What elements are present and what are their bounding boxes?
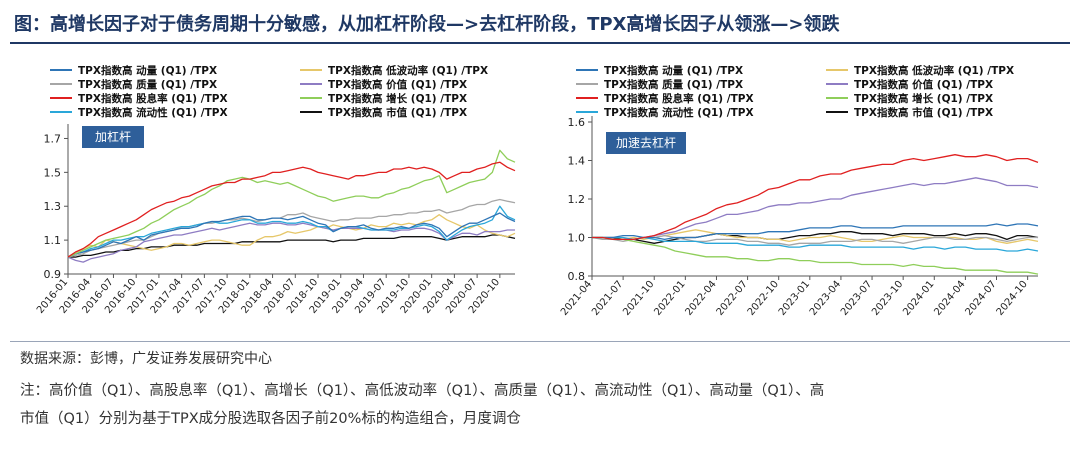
series-line-value [67,222,515,263]
x-tick-label: 2024-01 [901,279,936,318]
x-tick-label: 2021-04 [559,279,594,318]
phase-label-text: 加杠杆 [95,129,131,144]
legend-label-momentum: TPX指数高 动量 (Q1) /TPX [604,64,743,77]
chart-leverage-up: 0.91.11.31.51.72016-012016-042016-072016… [35,64,516,316]
legend-label-dividend: TPX指数高 股息率 (Q1) /TPX [78,92,228,105]
legend-label-value: TPX指数高 价值 (Q1) /TPX [328,78,467,91]
series-line-value [592,177,1039,241]
series-line-liquidity [592,236,1039,252]
legend-label-value: TPX指数高 价值 (Q1) /TPX [854,78,993,91]
x-tick-label: 2022-04 [683,279,718,318]
phase-label-box [606,132,686,154]
phase-label-text: 加速去杠杆 [616,135,676,150]
y-tick-label: 1.6 [568,116,586,129]
y-tick-label: 1.0 [568,232,586,245]
x-tick-label: 2023-04 [808,279,843,318]
series-line-growth [592,236,1039,275]
x-tick-label: 2022-07 [715,279,750,318]
y-tick-label: 1.2 [568,193,586,206]
legend-label-quality: TPX指数高 质量 (Q1) /TPX [604,78,743,91]
series-line-quality [591,234,1038,246]
x-tick-label: 2024-07 [964,279,999,318]
legend-label-liquidity: TPX指数高 流动性 (Q1) /TPX [78,106,228,119]
title-rule [10,42,1070,44]
y-tick-label: 1.3 [44,200,62,213]
legend-0: TPX指数高 动量 (Q1) /TPX TPX指数高 低波动率 (Q1) /TPX… [50,64,488,119]
title-bar: 图：高增长因子对于债务周期十分敏感，从加杠杆阶段—>去杠杆阶段，TPX高增长因子… [0,0,1080,44]
legend-1: TPX指数高 动量 (Q1) /TPX TPX指数高 低波动率 (Q1) /TPX… [576,64,1014,119]
footnote: 注：高价值（Q1）、高股息率（Q1）、高增长（Q1）、高低波动率（Q1）、高质量… [20,377,1065,433]
y-tick-label: 1.4 [568,155,586,168]
y-tick-label: 1.7 [44,132,62,145]
legend-label-momentum: TPX指数高 动量 (Q1) /TPX [78,64,217,77]
series-line-liquidity [67,205,516,258]
figure-title: 图：高增长因子对于债务周期十分敏感，从加杠杆阶段—>去杠杆阶段，TPX高增长因子… [14,14,840,35]
series-line-momentum [67,212,516,258]
x-tick-label: 2023-07 [839,279,874,318]
data-source: 数据来源：彭博，广发证券发展研究中心 [20,351,272,367]
legend-label-quality: TPX指数高 质量 (Q1) /TPX [78,78,217,91]
y-tick-label: 0.9 [44,268,62,281]
legend-label-dividend: TPX指数高 股息率 (Q1) /TPX [604,92,754,105]
x-tick-label: 2022-10 [746,279,781,318]
x-tick-label: 2021-07 [590,279,625,318]
footnote-line-2: 市值（Q1）分别为基于TPX成分股选取各因子前20%标的构造组合，月度调仓 [20,411,521,427]
phase-label-box [82,126,144,148]
legend-label-lowvol: TPX指数高 低波动率 (Q1) /TPX [328,64,488,77]
series-line-momentum [592,223,1039,241]
series-line-dividend [592,154,1039,241]
legend-label-size: TPX指数高 市值 (Q1) /TPX [854,106,993,119]
x-tick-label: 2024-10 [995,279,1030,318]
y-tick-label: 1.5 [44,166,62,179]
y-tick-label: 0.8 [568,270,586,283]
x-tick-label: 2022-01 [652,279,687,318]
legend-label-liquidity: TPX指数高 流动性 (Q1) /TPX [604,106,754,119]
series-line-growth [67,149,516,258]
x-tick-label: 2021-10 [621,279,656,318]
y-tick-label: 1.1 [44,234,62,247]
legend-label-lowvol: TPX指数高 低波动率 (Q1) /TPX [854,64,1014,77]
chart-deleverage: 0.81.01.21.41.62021-042021-072021-102022… [559,64,1039,318]
series-line-dividend [67,161,516,258]
bottom-rule [10,341,1070,342]
series-line-lowvol [67,214,516,258]
legend-label-growth: TPX指数高 增长 (Q1) /TPX [854,92,993,105]
x-tick-label: 2024-04 [932,279,967,318]
legend-label-size: TPX指数高 市值 (Q1) /TPX [328,106,467,119]
plot-area-0: 0.91.11.31.51.72016-012016-042016-072016… [35,124,516,316]
footnote-line-1: 注：高价值（Q1）、高股息率（Q1）、高增长（Q1）、高低波动率（Q1）、高质量… [20,383,825,399]
x-tick-label: 2023-01 [777,279,812,318]
legend-label-growth: TPX指数高 增长 (Q1) /TPX [328,92,467,105]
x-tick-label: 2023-10 [870,279,905,318]
